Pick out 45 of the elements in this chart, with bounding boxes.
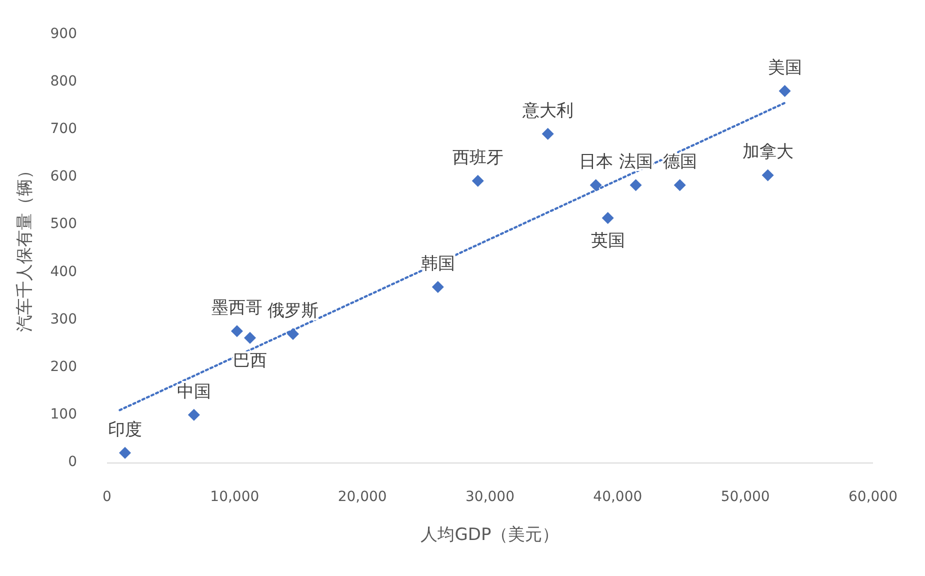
y-axis-title: 汽车千人保有量（辆） <box>15 162 35 332</box>
annotation: 英国 <box>590 230 625 251</box>
point <box>762 169 774 182</box>
annotation: 西班牙 <box>452 148 504 168</box>
annotation: 巴西 <box>232 350 267 371</box>
x-tick-label: 50,000 <box>720 489 770 505</box>
x-tick-label: 60,000 <box>848 489 898 505</box>
x-tick-label: 20,000 <box>338 489 387 505</box>
point <box>542 128 554 140</box>
annotation: 意大利 <box>521 100 574 121</box>
y-tick-label: 800 <box>50 74 77 90</box>
x-tick-label: 0 <box>102 489 112 505</box>
point <box>602 212 614 224</box>
point <box>230 325 243 338</box>
point <box>119 446 131 459</box>
annotation: 法国 <box>618 152 653 172</box>
x-axis-title: 人均GDP（美元） <box>420 525 560 545</box>
point <box>630 179 642 192</box>
annotation: 俄罗斯 <box>268 301 319 322</box>
y-tick-label: 300 <box>50 311 77 328</box>
annotation: 日本 <box>578 152 613 172</box>
annotation: 中国 <box>176 382 211 402</box>
point <box>778 85 791 98</box>
y-tick-label: 500 <box>50 216 77 232</box>
point <box>188 408 200 421</box>
y-tick-label: 200 <box>50 358 77 375</box>
point <box>590 179 602 192</box>
y-tick-label: 600 <box>50 168 77 185</box>
point <box>244 332 256 344</box>
point <box>432 280 444 293</box>
y-tick-label: 100 <box>50 406 77 422</box>
y-tick-label: 900 <box>50 26 77 42</box>
point <box>472 174 484 187</box>
annotation: 加拿大 <box>742 142 794 162</box>
y-tick-label: 700 <box>50 121 77 138</box>
annotation: 印度 <box>108 420 142 440</box>
annotation: 美国 <box>768 58 802 78</box>
point <box>674 179 686 192</box>
y-tick-label: 400 <box>50 264 77 280</box>
x-tick-label: 10,000 <box>210 489 260 505</box>
y-tick-label: 0 <box>68 454 77 470</box>
x-tick-label: 30,000 <box>466 489 514 505</box>
annotation: 墨西哥 <box>211 298 262 318</box>
x-tick-label: 40,000 <box>593 489 642 505</box>
annotation: 德国 <box>662 152 697 172</box>
